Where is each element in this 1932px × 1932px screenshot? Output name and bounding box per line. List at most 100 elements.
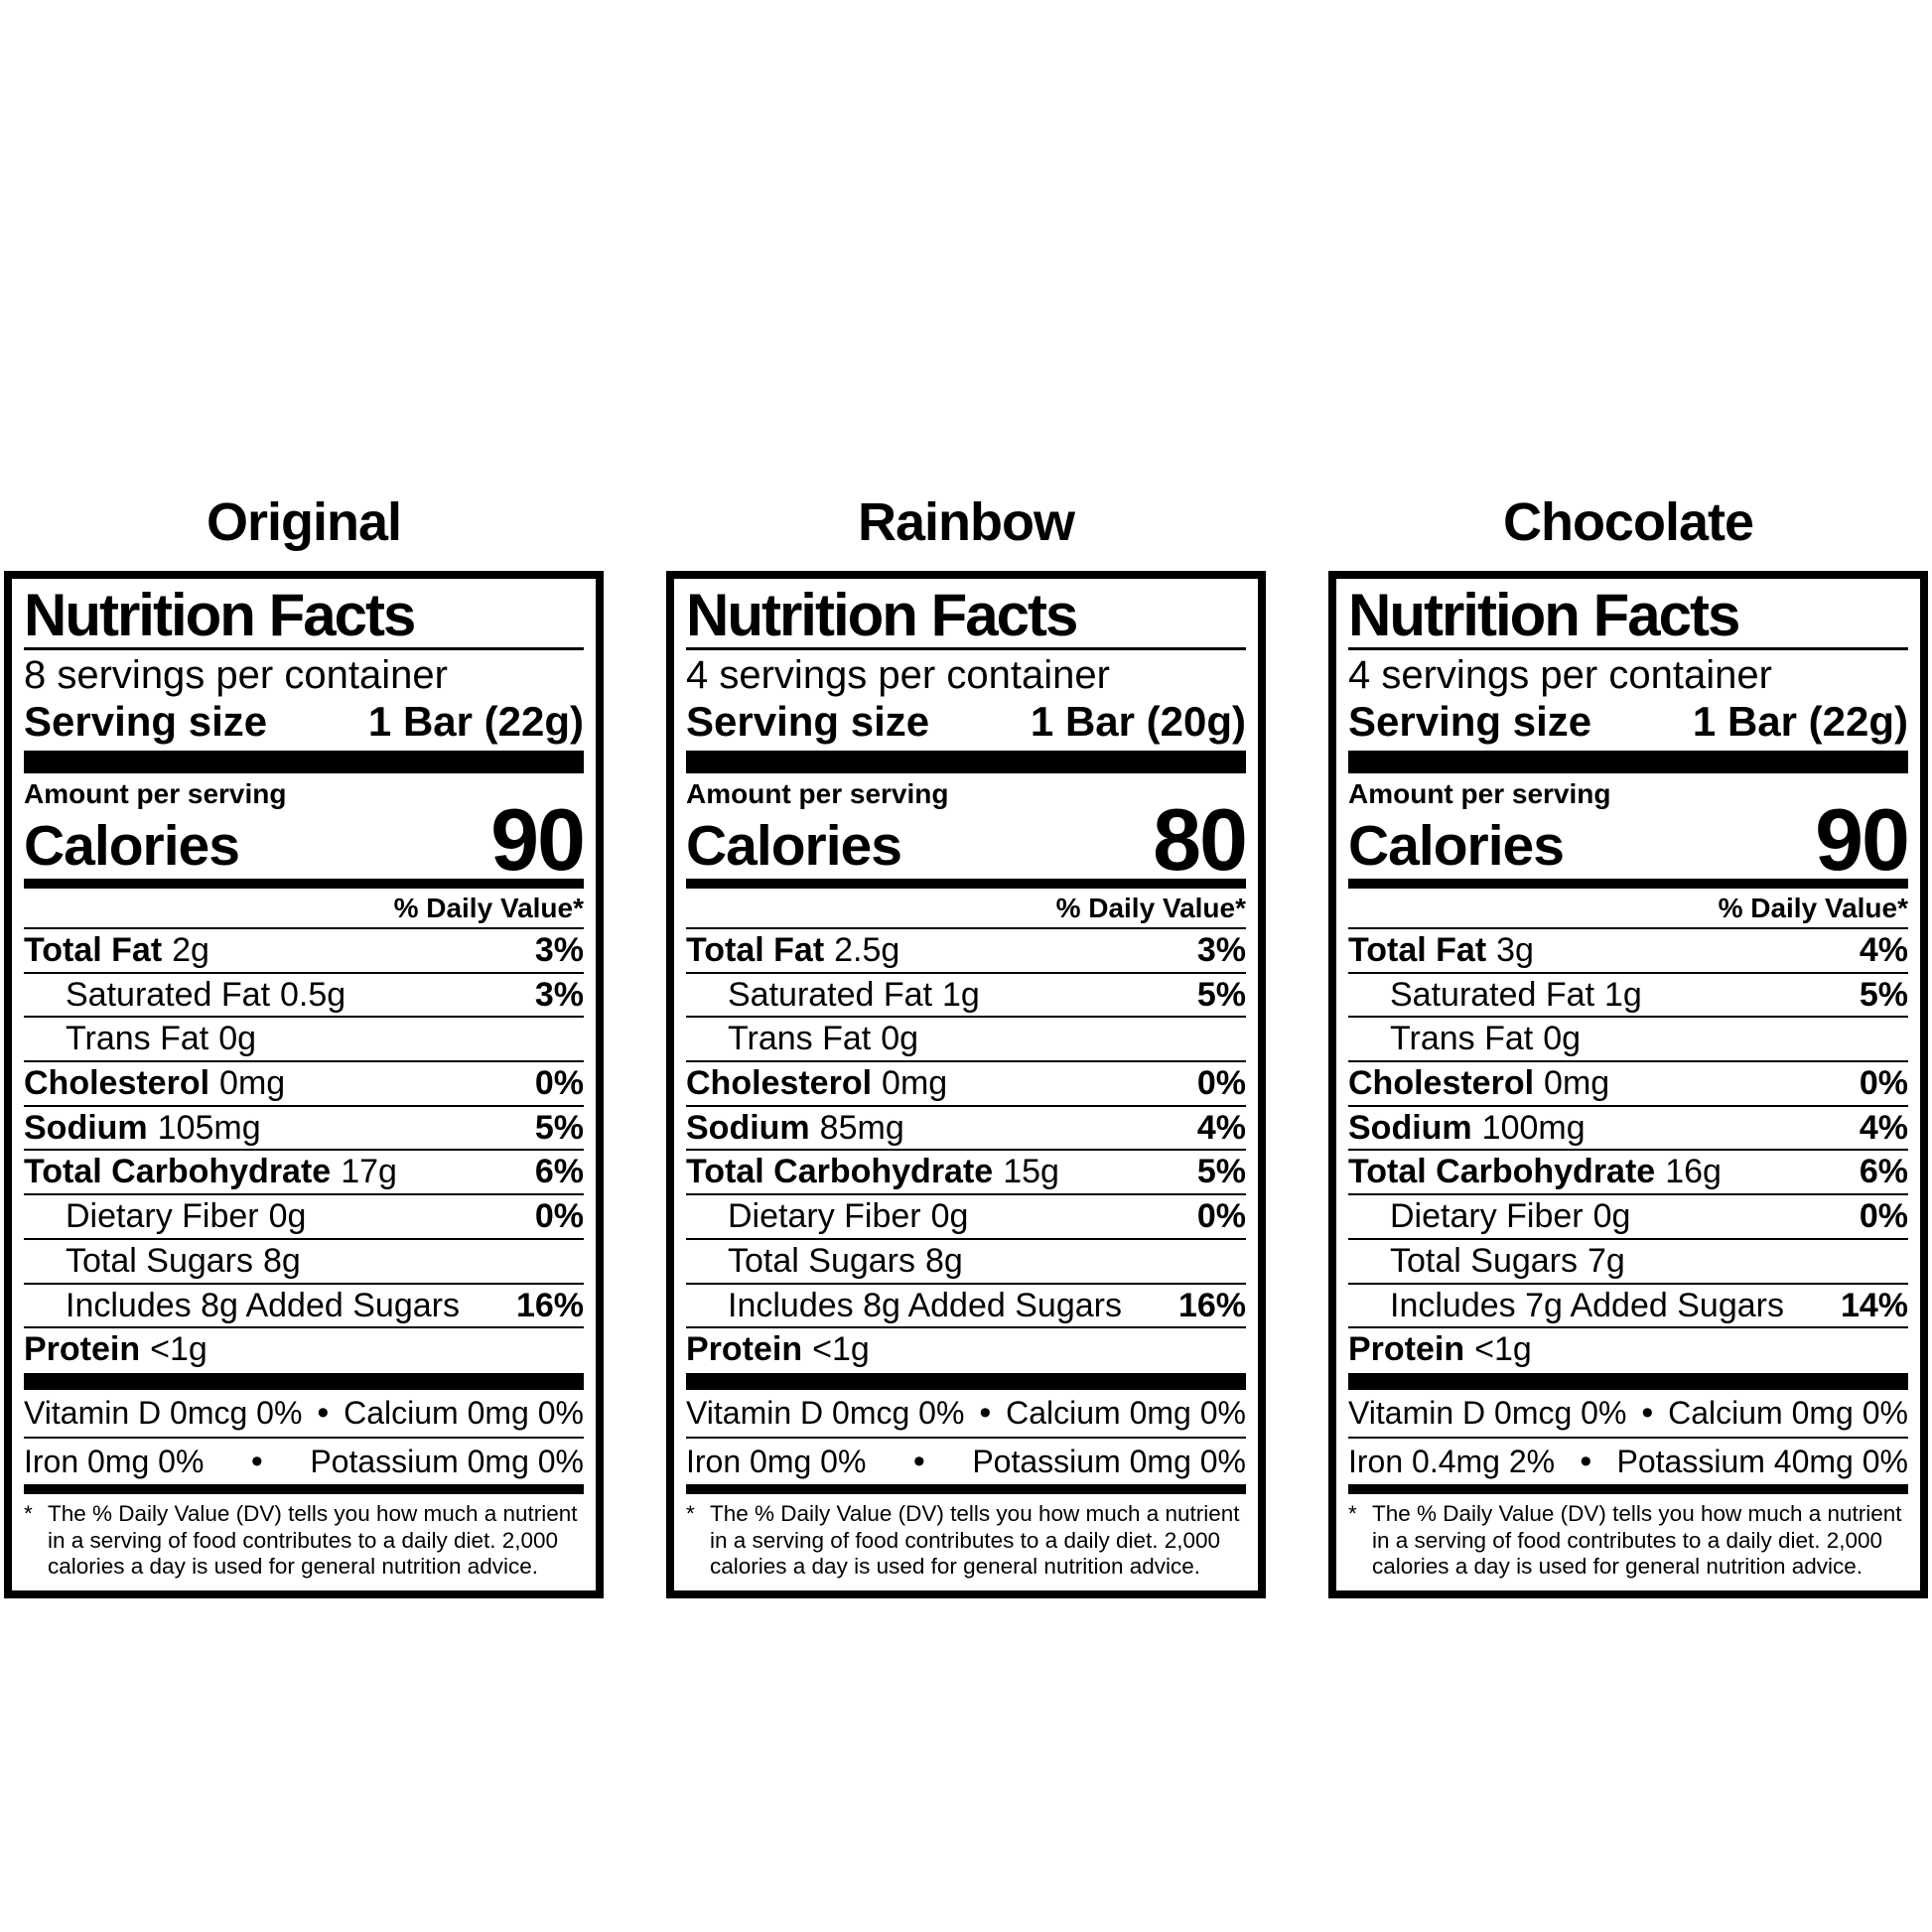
thick-divider	[24, 751, 584, 774]
nutrient-pct: 5%	[1859, 975, 1908, 1014]
serving-size-row: Serving size 1 Bar (20g)	[686, 698, 1246, 751]
nutrient-text: Cholesterol 0mg	[686, 1064, 948, 1103]
nutrient-text: Total Sugars 7g	[1390, 1241, 1625, 1280]
nutrient-text: Protein <1g	[686, 1330, 870, 1369]
calories-value: 90	[1815, 789, 1910, 889]
label-column-original: Original Nutrition Facts 8 servings per …	[4, 491, 604, 1598]
nutrient-pct: 0%	[1859, 1197, 1908, 1236]
nutrient-text: Trans Fat 0g	[728, 1020, 919, 1058]
bullet-separator: •	[250, 1442, 263, 1480]
daily-value-header: % Daily Value*	[24, 889, 584, 929]
nutrient-pct: 3%	[534, 931, 584, 969]
thick-divider	[24, 1372, 584, 1390]
micro-row-vitamin-d-calcium: Vitamin D 0mcg 0% • Calcium 0mg 0%	[1348, 1390, 1908, 1439]
nutrition-facts-header: Nutrition Facts	[1348, 584, 1908, 651]
nutrition-facts-header: Nutrition Facts	[686, 584, 1246, 651]
nutrient-text: Dietary Fiber 0g	[1390, 1197, 1631, 1236]
nutrient-text: Total Sugars 8g	[66, 1241, 301, 1280]
nutrient-text: Dietary Fiber 0g	[728, 1197, 969, 1236]
amount-per-serving-label: Amount per serving	[24, 778, 287, 810]
serving-size-value: 1 Bar (22g)	[367, 698, 584, 746]
servings-per-container: 4 servings per container	[686, 653, 1110, 698]
nutrient-text: Dietary Fiber 0g	[66, 1197, 307, 1236]
nutrient-text: Saturated Fat 1g	[728, 975, 980, 1014]
medium-divider	[24, 879, 584, 889]
calories-row: Calories 90	[24, 795, 586, 883]
label-column-rainbow: Rainbow Nutrition Facts 4 servings per c…	[666, 491, 1266, 1598]
nutrient-text: Trans Fat 0g	[66, 1020, 257, 1058]
footnote: * The % Daily Value (DV) tells you how m…	[24, 1501, 584, 1581]
nutrient-pct: 5%	[1196, 1153, 1246, 1191]
nutrient-row-total-sugars: Total Sugars 8g	[24, 1240, 584, 1285]
footnote-mark: *	[1348, 1501, 1357, 1527]
footnote-text: The % Daily Value (DV) tells you how muc…	[1372, 1501, 1902, 1580]
nutrient-row-protein: Protein <1g	[686, 1328, 1246, 1373]
micro-left: Iron 0.4mg 2%	[1348, 1443, 1556, 1479]
nutrient-pct: 16%	[1177, 1286, 1246, 1324]
serving-size-row: Serving size 1 Bar (22g)	[1348, 698, 1908, 751]
serving-size-value: 1 Bar (22g)	[1692, 698, 1908, 746]
nutrient-pct: 0%	[1196, 1197, 1246, 1236]
nutrient-row-added-sugars: Includes 7g Added Sugars 14%	[1348, 1285, 1908, 1329]
bullet-separator: •	[979, 1393, 992, 1432]
micro-left: Vitamin D 0mcg 0%	[1348, 1394, 1627, 1431]
nutrient-row-protein: Protein <1g	[1348, 1328, 1908, 1373]
nutrient-row-cholesterol: Cholesterol 0mg 0%	[686, 1062, 1246, 1107]
daily-value-header: % Daily Value*	[686, 889, 1246, 929]
medium-divider	[1348, 879, 1908, 889]
micro-row-iron-potassium: Iron 0mg 0% • Potassium 0mg 0%	[686, 1439, 1246, 1485]
footnote-mark: *	[686, 1501, 695, 1527]
label-column-chocolate: Chocolate Nutrition Facts 4 servings per…	[1328, 491, 1928, 1598]
nutrient-text: Cholesterol 0mg	[1348, 1064, 1610, 1103]
nutrient-text: Sodium 85mg	[686, 1108, 904, 1147]
medium-divider	[686, 879, 1246, 889]
servings-per-container: 4 servings per container	[1348, 653, 1772, 698]
nutrient-row-total-fat: Total Fat 2g 3%	[24, 929, 584, 974]
nutrient-row-sodium: Sodium 85mg 4%	[686, 1107, 1246, 1152]
nutrient-row-saturated-fat: Saturated Fat 0.5g 3%	[24, 974, 584, 1019]
nutrition-labels-row: Original Nutrition Facts 8 servings per …	[0, 491, 1932, 1598]
nutrient-text: Includes 7g Added Sugars	[1390, 1286, 1784, 1324]
micro-left: Iron 0mg 0%	[24, 1443, 205, 1479]
amount-per-serving-label: Amount per serving	[686, 778, 949, 810]
calories-row: Calories 80	[686, 795, 1248, 883]
nutrient-text: Saturated Fat 0.5g	[66, 975, 346, 1014]
nutrient-row-added-sugars: Includes 8g Added Sugars 16%	[686, 1285, 1246, 1329]
nutrient-text: Total Fat 3g	[1348, 931, 1534, 969]
micro-row-iron-potassium: Iron 0.4mg 2% • Potassium 40mg 0%	[1348, 1439, 1908, 1485]
micro-right: Calcium 0mg 0%	[1006, 1394, 1246, 1431]
nutrient-text: Protein <1g	[24, 1330, 207, 1369]
nutrient-row-cholesterol: Cholesterol 0mg 0%	[1348, 1062, 1908, 1107]
nutrient-row-saturated-fat: Saturated Fat 1g 5%	[686, 974, 1246, 1019]
micro-right: Potassium 0mg 0%	[972, 1443, 1246, 1479]
nutrient-pct: 6%	[1859, 1153, 1908, 1191]
nutrient-text: Sodium 100mg	[1348, 1108, 1586, 1147]
nutrient-row-saturated-fat: Saturated Fat 1g 5%	[1348, 974, 1908, 1019]
amount-per-serving-label: Amount per serving	[1348, 778, 1611, 810]
calories-label: Calories	[24, 814, 240, 878]
nutrient-row-total-sugars: Total Sugars 8g	[686, 1240, 1246, 1285]
footnote: * The % Daily Value (DV) tells you how m…	[1348, 1501, 1908, 1581]
flavor-title: Original	[206, 492, 402, 552]
thick-divider	[686, 751, 1246, 774]
thick-divider	[686, 1372, 1246, 1390]
nutrient-pct: 4%	[1859, 1108, 1908, 1147]
nutrition-facts-panel: Nutrition Facts 4 servings per container…	[1328, 571, 1928, 1598]
nutrient-pct: 4%	[1196, 1108, 1246, 1147]
micro-left: Vitamin D 0mcg 0%	[686, 1394, 965, 1431]
nutrient-pct: 5%	[534, 1108, 584, 1147]
nutrient-pct: 0%	[1859, 1064, 1908, 1103]
nutrient-row-dietary-fiber: Dietary Fiber 0g 0%	[24, 1195, 584, 1240]
nutrient-row-trans-fat: Trans Fat 0g	[24, 1018, 584, 1063]
micro-left: Iron 0mg 0%	[686, 1443, 867, 1479]
footnote-text: The % Daily Value (DV) tells you how muc…	[710, 1501, 1240, 1580]
nutrient-text: Total Carbohydrate 17g	[24, 1153, 397, 1191]
nutrient-text: Saturated Fat 1g	[1390, 975, 1642, 1014]
micro-left: Vitamin D 0mcg 0%	[24, 1394, 303, 1431]
serving-size-row: Serving size 1 Bar (22g)	[24, 698, 584, 751]
micro-right: Calcium 0mg 0%	[1668, 1394, 1908, 1431]
nutrient-text: Sodium 105mg	[24, 1108, 261, 1147]
nutrient-text: Total Carbohydrate 16g	[1348, 1153, 1722, 1191]
nutrient-pct: 3%	[534, 975, 584, 1014]
